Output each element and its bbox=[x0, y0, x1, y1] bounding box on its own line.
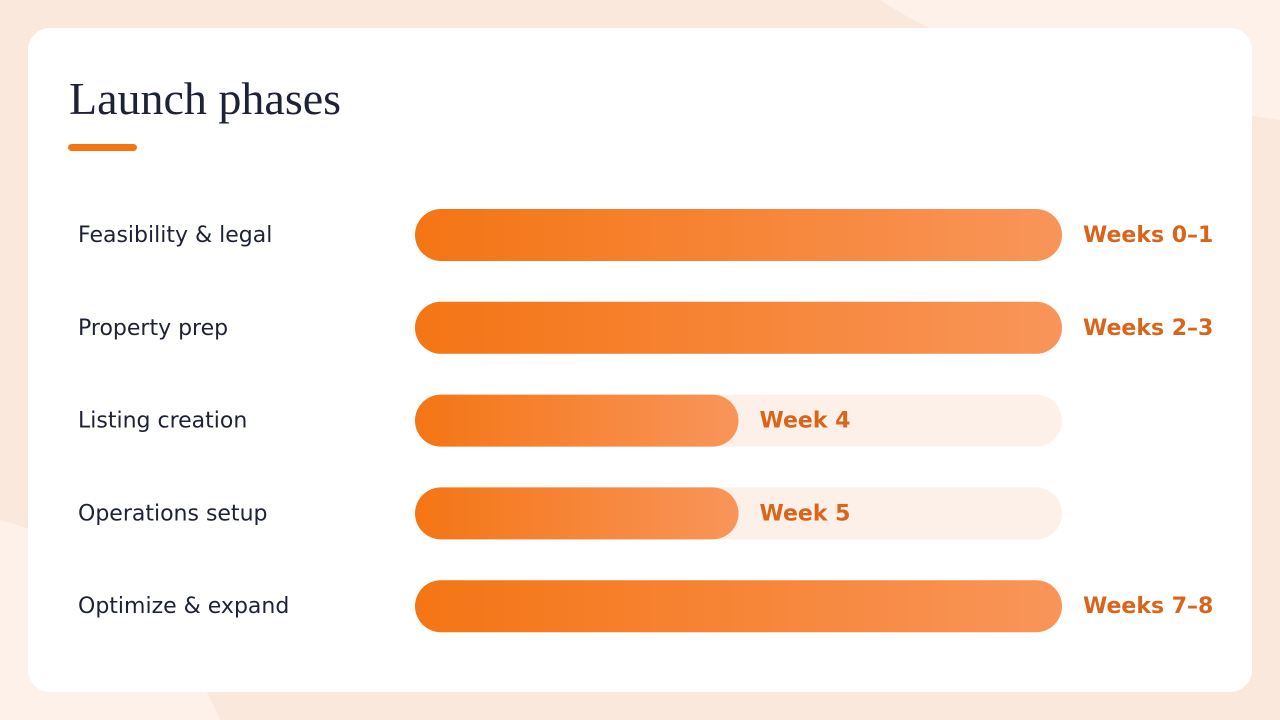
category-label: Optimize & expand bbox=[78, 594, 289, 619]
value-label: Week 5 bbox=[760, 501, 851, 526]
value-label: Week 4 bbox=[760, 409, 851, 434]
bar bbox=[415, 394, 739, 447]
title-underline bbox=[68, 144, 137, 151]
value-label: Weeks 7–8 bbox=[1083, 594, 1213, 619]
category-label: Property prep bbox=[78, 316, 228, 341]
bar bbox=[415, 580, 1062, 633]
bar bbox=[415, 301, 1062, 354]
chart-title: Launch phases bbox=[69, 73, 341, 124]
category-label: Operations setup bbox=[78, 501, 267, 526]
category-label: Feasibility & legal bbox=[78, 223, 272, 248]
bar bbox=[415, 209, 1062, 261]
value-label: Weeks 0–1 bbox=[1083, 223, 1213, 248]
category-label: Listing creation bbox=[78, 409, 247, 434]
value-label: Weeks 2–3 bbox=[1083, 316, 1213, 341]
bar bbox=[415, 487, 739, 540]
